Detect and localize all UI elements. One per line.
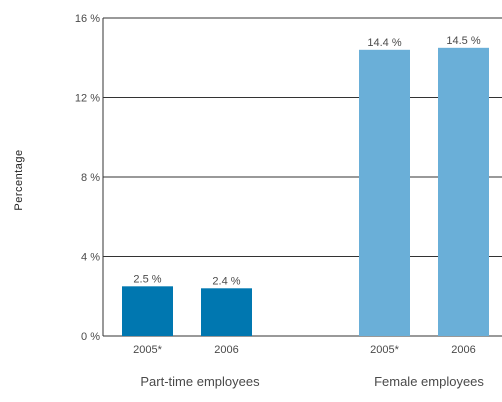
y-tick-label: 16 % [75,13,100,25]
x-tick-labels: 2005* 2006 2005* 2006 [133,344,476,356]
y-tick-label: 0 % [81,331,100,343]
data-labels: 2.5 % 2.4 % 14.4 % 14.5 % [133,35,480,287]
group-labels: Part-time employees Female employees [140,374,484,389]
data-label: 2.4 % [212,275,240,287]
bar [122,286,173,336]
bar [438,47,489,336]
bar [201,288,252,336]
data-label: 2.5 % [133,273,161,285]
y-axis-label: Percentage [13,149,25,210]
gridlines [103,17,502,257]
group-label: Part-time employees [140,374,260,389]
data-label: 14.5 % [446,35,480,47]
x-tick-label: 2006 [451,344,475,356]
group-label: Female employees [374,374,484,389]
y-tick-label: 8 % [81,172,100,184]
y-tick-label: 4 % [81,252,100,264]
x-tick-label: 2006 [214,344,238,356]
x-tick-label: 2005* [133,344,162,356]
x-tick-label: 2005* [370,344,399,356]
data-label: 14.4 % [367,37,401,49]
bar [359,49,410,337]
y-tick-label: 12 % [75,93,100,105]
y-tick-labels: 0 % 4 % 8 % 12 % 16 % [75,13,100,343]
bars [122,47,489,337]
